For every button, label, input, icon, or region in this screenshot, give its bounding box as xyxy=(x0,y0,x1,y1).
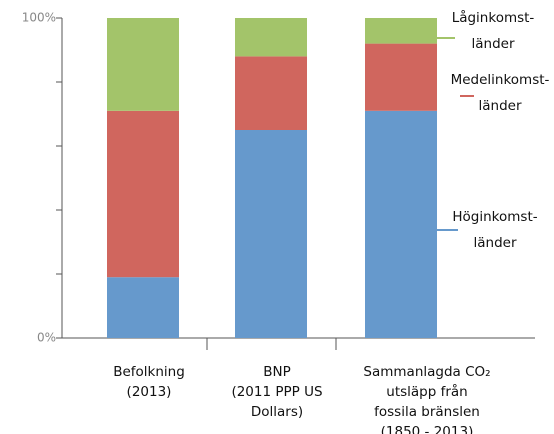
legend-label: Höginkomst- xyxy=(452,209,537,225)
x-tick-label: BNP xyxy=(263,364,291,380)
bar-segment xyxy=(235,18,307,57)
x-tick-label: (2013) xyxy=(127,384,172,400)
legend-label: länder xyxy=(478,98,521,114)
x-tick-label: fossila bränslen xyxy=(374,404,480,420)
bar-segment xyxy=(365,110,437,338)
y-tick-label: 100% xyxy=(22,11,56,25)
bar-segment xyxy=(235,130,307,338)
legend-label: länder xyxy=(473,235,516,251)
x-tick-label: Sammanlagda CO₂ xyxy=(363,364,490,380)
bar-segment xyxy=(107,277,179,338)
bar-segment xyxy=(235,56,307,130)
x-tick-label: Dollars) xyxy=(251,404,303,420)
x-tick-label: (1850 - 2013) xyxy=(381,424,474,434)
bar-segment xyxy=(107,110,179,278)
x-tick-label: Befolkning xyxy=(113,364,185,380)
x-tick-label: (2011 PPP US xyxy=(231,384,322,400)
x-tick-label: utsläpp från xyxy=(386,383,467,400)
bar-segment xyxy=(365,18,437,44)
legend-label: Låginkomst- xyxy=(452,9,535,26)
legend-label: länder xyxy=(471,36,514,52)
legend-label: Medelinkomst- xyxy=(451,72,550,88)
bar-segment xyxy=(107,18,179,111)
y-tick-label: 0% xyxy=(37,331,56,345)
bar-segment xyxy=(365,43,437,111)
